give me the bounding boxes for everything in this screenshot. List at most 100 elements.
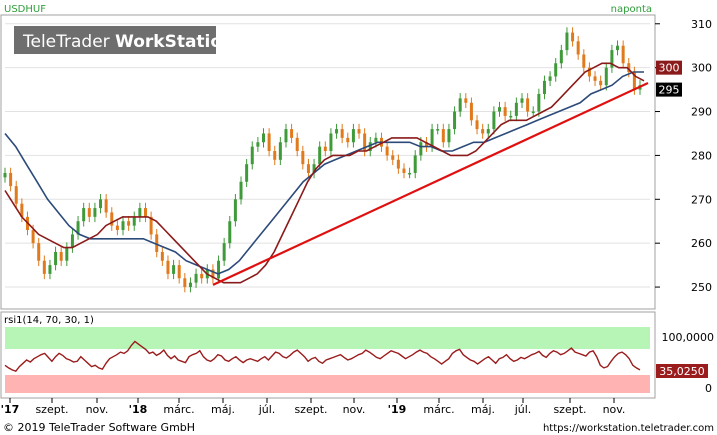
x-tick-label: nov. (603, 403, 626, 416)
candle-body (531, 111, 535, 114)
period-label[interactable]: naponta (611, 4, 652, 15)
candle-body (110, 212, 114, 226)
candle-body (374, 137, 378, 143)
candle-body (278, 142, 282, 160)
candle-body (20, 203, 24, 217)
copyright: © 2019 TeleTrader Software GmbH (3, 421, 195, 434)
candle-body (295, 137, 299, 152)
candle-body (475, 120, 479, 130)
candle-body (155, 234, 159, 252)
candle-body (76, 221, 80, 235)
y-tick-label: 280 (691, 149, 712, 162)
candle-body (312, 164, 316, 173)
candle-body (323, 146, 327, 152)
candle-body (54, 251, 58, 266)
candle-body (368, 142, 372, 152)
candle-body (498, 107, 502, 112)
candle-body (548, 76, 552, 81)
candle-body (82, 208, 86, 222)
candle-body (3, 172, 7, 178)
candle-body (632, 72, 636, 90)
candle-body (93, 208, 97, 217)
candle-body (430, 129, 434, 147)
x-tick-label: márc. (163, 403, 194, 416)
candle-body (273, 151, 277, 160)
last-value-badge (656, 60, 682, 75)
candle-body (464, 98, 468, 103)
candle-body (14, 186, 18, 204)
x-tick-label: '18 (129, 403, 148, 416)
candle-body (228, 221, 232, 244)
candle-body (37, 243, 41, 261)
candle-body (542, 80, 546, 94)
candle-body (481, 129, 485, 134)
candle-body (396, 159, 400, 169)
x-tick-label: máj. (471, 403, 495, 416)
candle-body (441, 129, 445, 143)
candle-body (233, 199, 237, 222)
rsi-title[interactable]: rsi1(14, 70, 30, 1) (4, 315, 94, 326)
x-tick-label: szept. (294, 403, 327, 416)
x-tick-label: '19 (388, 403, 407, 416)
candle-body (217, 260, 221, 279)
candle-body (351, 129, 355, 143)
candle-body (239, 181, 243, 200)
candle-body (587, 67, 591, 77)
candle-body (385, 146, 389, 156)
y-tick-label: 300 (691, 62, 712, 75)
candle-body (621, 45, 625, 64)
last-value-badge-label: 300 (659, 62, 680, 75)
candle-body (413, 155, 417, 173)
candle-body (290, 129, 294, 138)
symbol-label[interactable]: USDHUF (4, 4, 46, 15)
candle-body (188, 282, 192, 288)
x-tick-label: nov. (86, 403, 109, 416)
candle-body (520, 98, 524, 103)
candle-body (335, 129, 339, 134)
candle-body (537, 93, 541, 112)
rsi-last-badge-label: 35,0250 (659, 365, 705, 378)
candle-body (593, 76, 597, 81)
candle-body (132, 216, 136, 226)
candle-body (604, 67, 608, 86)
candle-body (211, 269, 215, 279)
candle-body (172, 265, 176, 274)
source-url[interactable]: https://workstation.teletrader.com (543, 423, 714, 434)
candle-body (70, 234, 74, 248)
y-tick-label: 310 (691, 18, 712, 31)
candle-body (447, 129, 451, 143)
watermark: TeleTrader WorkStation (22, 32, 234, 52)
candle-body (627, 63, 631, 73)
candle-body (554, 63, 558, 77)
candle-body (453, 111, 457, 130)
x-tick-label: júl. (514, 403, 532, 416)
rsi-oversold-zone (5, 375, 650, 393)
candle-body (301, 151, 305, 165)
rsi-axis: 100,0000 035,0250 (656, 331, 714, 395)
candle-body (340, 129, 344, 138)
x-tick-label: szept. (35, 403, 68, 416)
x-tick-label: júl. (258, 403, 276, 416)
candle-body (194, 273, 198, 283)
rsi-last-badge (656, 364, 708, 378)
candle-body (402, 168, 406, 173)
candle-body (610, 50, 614, 68)
rsi-overbought-zone (5, 327, 650, 349)
candle-body (559, 50, 563, 64)
price-grid (5, 23, 650, 288)
y-tick-label: 290 (691, 106, 712, 119)
candle-body (250, 146, 254, 165)
candle-body (48, 265, 52, 274)
watermark-bold: WorkStation (115, 32, 234, 52)
last-value-badges: 300 295 (656, 60, 682, 97)
candle-body (486, 129, 490, 134)
candle-body (346, 137, 350, 143)
last-value-badge (656, 82, 682, 97)
candle-body (424, 142, 428, 147)
candle-body (31, 230, 35, 244)
candle-body (121, 221, 125, 231)
y-tick-label: 260 (691, 237, 712, 250)
candle-body (9, 172, 13, 187)
candle-body (245, 164, 249, 182)
